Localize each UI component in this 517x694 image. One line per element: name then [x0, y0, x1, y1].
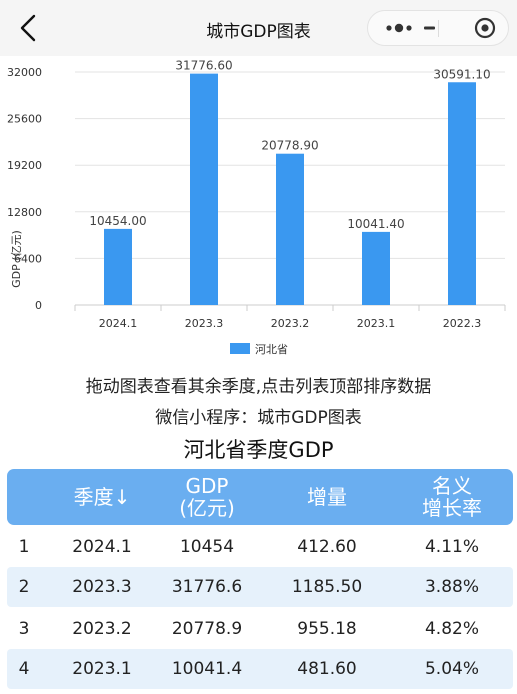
row-gdp: 20778.9 — [171, 619, 243, 639]
x-tick-label: 2022.3 — [443, 317, 482, 330]
legend-label: 河北省 — [255, 343, 288, 356]
bar[interactable] — [190, 73, 218, 305]
more-dots-icon — [386, 23, 435, 33]
mini-program-hint: 微信小程序：城市GDP图表 — [155, 408, 362, 428]
minimize-icon — [424, 26, 435, 30]
header-rate-sort[interactable]: 名义 增长率 — [397, 469, 507, 525]
header-gdp-label: GDP — [185, 474, 229, 498]
table-row[interactable]: 1 2024.1 10454 412.60 4.11% — [7, 527, 513, 567]
row-rate: 5.04% — [424, 659, 479, 679]
row-rate: 4.82% — [424, 619, 479, 639]
mini-program-capsule — [367, 10, 509, 46]
x-tick-label: 2023.2 — [271, 317, 310, 330]
row-gdp: 31776.6 — [171, 577, 243, 597]
close-button[interactable] — [438, 11, 508, 45]
y-tick-label: 12800 — [7, 206, 42, 219]
grid-lines — [74, 71, 506, 311]
table-row[interactable]: 3 2023.2 20778.9 955.18 4.82% — [7, 609, 513, 649]
header-increase-label: 增量 — [307, 485, 347, 509]
row-rank: 2 — [18, 577, 30, 597]
y-tick-label: 0 — [35, 299, 42, 312]
bar[interactable] — [104, 228, 132, 305]
header-gdp-unit: (亿元) — [179, 496, 235, 520]
legend-swatch — [230, 343, 250, 354]
table-row[interactable]: 4 2023.1 10041.4 481.60 5.04% — [7, 649, 513, 689]
row-rate: 3.88% — [424, 577, 479, 597]
y-axis-label: GDP (亿元) — [10, 230, 23, 288]
back-button[interactable] — [14, 12, 44, 44]
header-increase-sort[interactable]: 增量 — [277, 469, 377, 525]
header-season-sort[interactable]: 季度↓ — [47, 469, 157, 525]
x-tick-label: 2024.1 — [99, 317, 138, 330]
row-rate: 4.11% — [424, 537, 479, 557]
x-tick-label: 2023.1 — [357, 317, 396, 330]
row-season: 2023.1 — [72, 659, 132, 679]
row-gdp: 10041.4 — [171, 659, 243, 679]
bar-value-label: 20778.90 — [261, 139, 318, 153]
drag-sort-hint: 拖动图表查看其余季度,点击列表顶部排序数据 — [85, 377, 432, 397]
chevron-left-icon — [20, 14, 36, 42]
row-season: 2023.3 — [72, 577, 132, 597]
y-tick-label: 25600 — [7, 113, 42, 126]
row-increase: 955.18 — [297, 619, 357, 639]
nav-bar: 城市GDP图表 — [0, 0, 517, 56]
bar-value-label: 31776.60 — [175, 59, 232, 73]
bars — [104, 73, 476, 306]
page-title: 城市GDP图表 — [206, 22, 311, 42]
more-button[interactable] — [368, 11, 438, 45]
header-season-label: 季度↓ — [73, 485, 131, 509]
row-gdp: 10454 — [179, 537, 235, 557]
y-tick-label: 6400 — [14, 252, 42, 265]
x-axis-ticks: 2024.1 2023.3 2023.2 2023.1 2022.3 — [99, 317, 482, 330]
gdp-bar-chart[interactable]: 0 6400 12800 19200 25600 32000 10454.00 31776.… — [0, 56, 517, 366]
x-tick-label: 2023.3 — [185, 317, 224, 330]
row-season: 2024.1 — [72, 537, 132, 557]
bar[interactable] — [448, 82, 476, 306]
row-rank: 1 — [18, 537, 30, 557]
row-increase: 1185.50 — [291, 577, 363, 597]
header-rate-label: 名义 — [432, 474, 472, 498]
bar[interactable] — [276, 153, 304, 305]
bar-value-label: 10041.40 — [347, 217, 404, 231]
row-season: 2023.2 — [72, 619, 132, 639]
row-rank: 3 — [18, 619, 30, 639]
row-rank: 4 — [18, 659, 30, 679]
header-rate-label-2: 增长率 — [422, 496, 482, 520]
y-tick-label: 19200 — [7, 159, 42, 172]
target-close-icon — [474, 17, 496, 39]
table-header: 季度↓ GDP (亿元) 增量 名义 增长率 — [7, 469, 513, 525]
y-axis-ticks: 0 6400 12800 19200 25600 32000 — [7, 66, 42, 312]
y-tick-label: 32000 — [7, 66, 42, 79]
capsule-divider — [438, 20, 439, 37]
row-increase: 481.60 — [297, 659, 357, 679]
header-gdp-sort[interactable]: GDP (亿元) — [152, 469, 262, 525]
value-labels: 10454.00 31776.60 20778.90 10041.40 30591.10 — [89, 59, 490, 231]
bar-value-label: 10454.00 — [89, 214, 146, 228]
legend[interactable]: 河北省 — [230, 343, 288, 356]
table-title: 河北省季度GDP — [183, 438, 334, 462]
bar[interactable] — [362, 231, 390, 305]
row-increase: 412.60 — [297, 537, 357, 557]
bar-value-label: 30591.10 — [433, 67, 490, 81]
table-row[interactable]: 2 2023.3 31776.6 1185.50 3.88% — [7, 567, 513, 607]
